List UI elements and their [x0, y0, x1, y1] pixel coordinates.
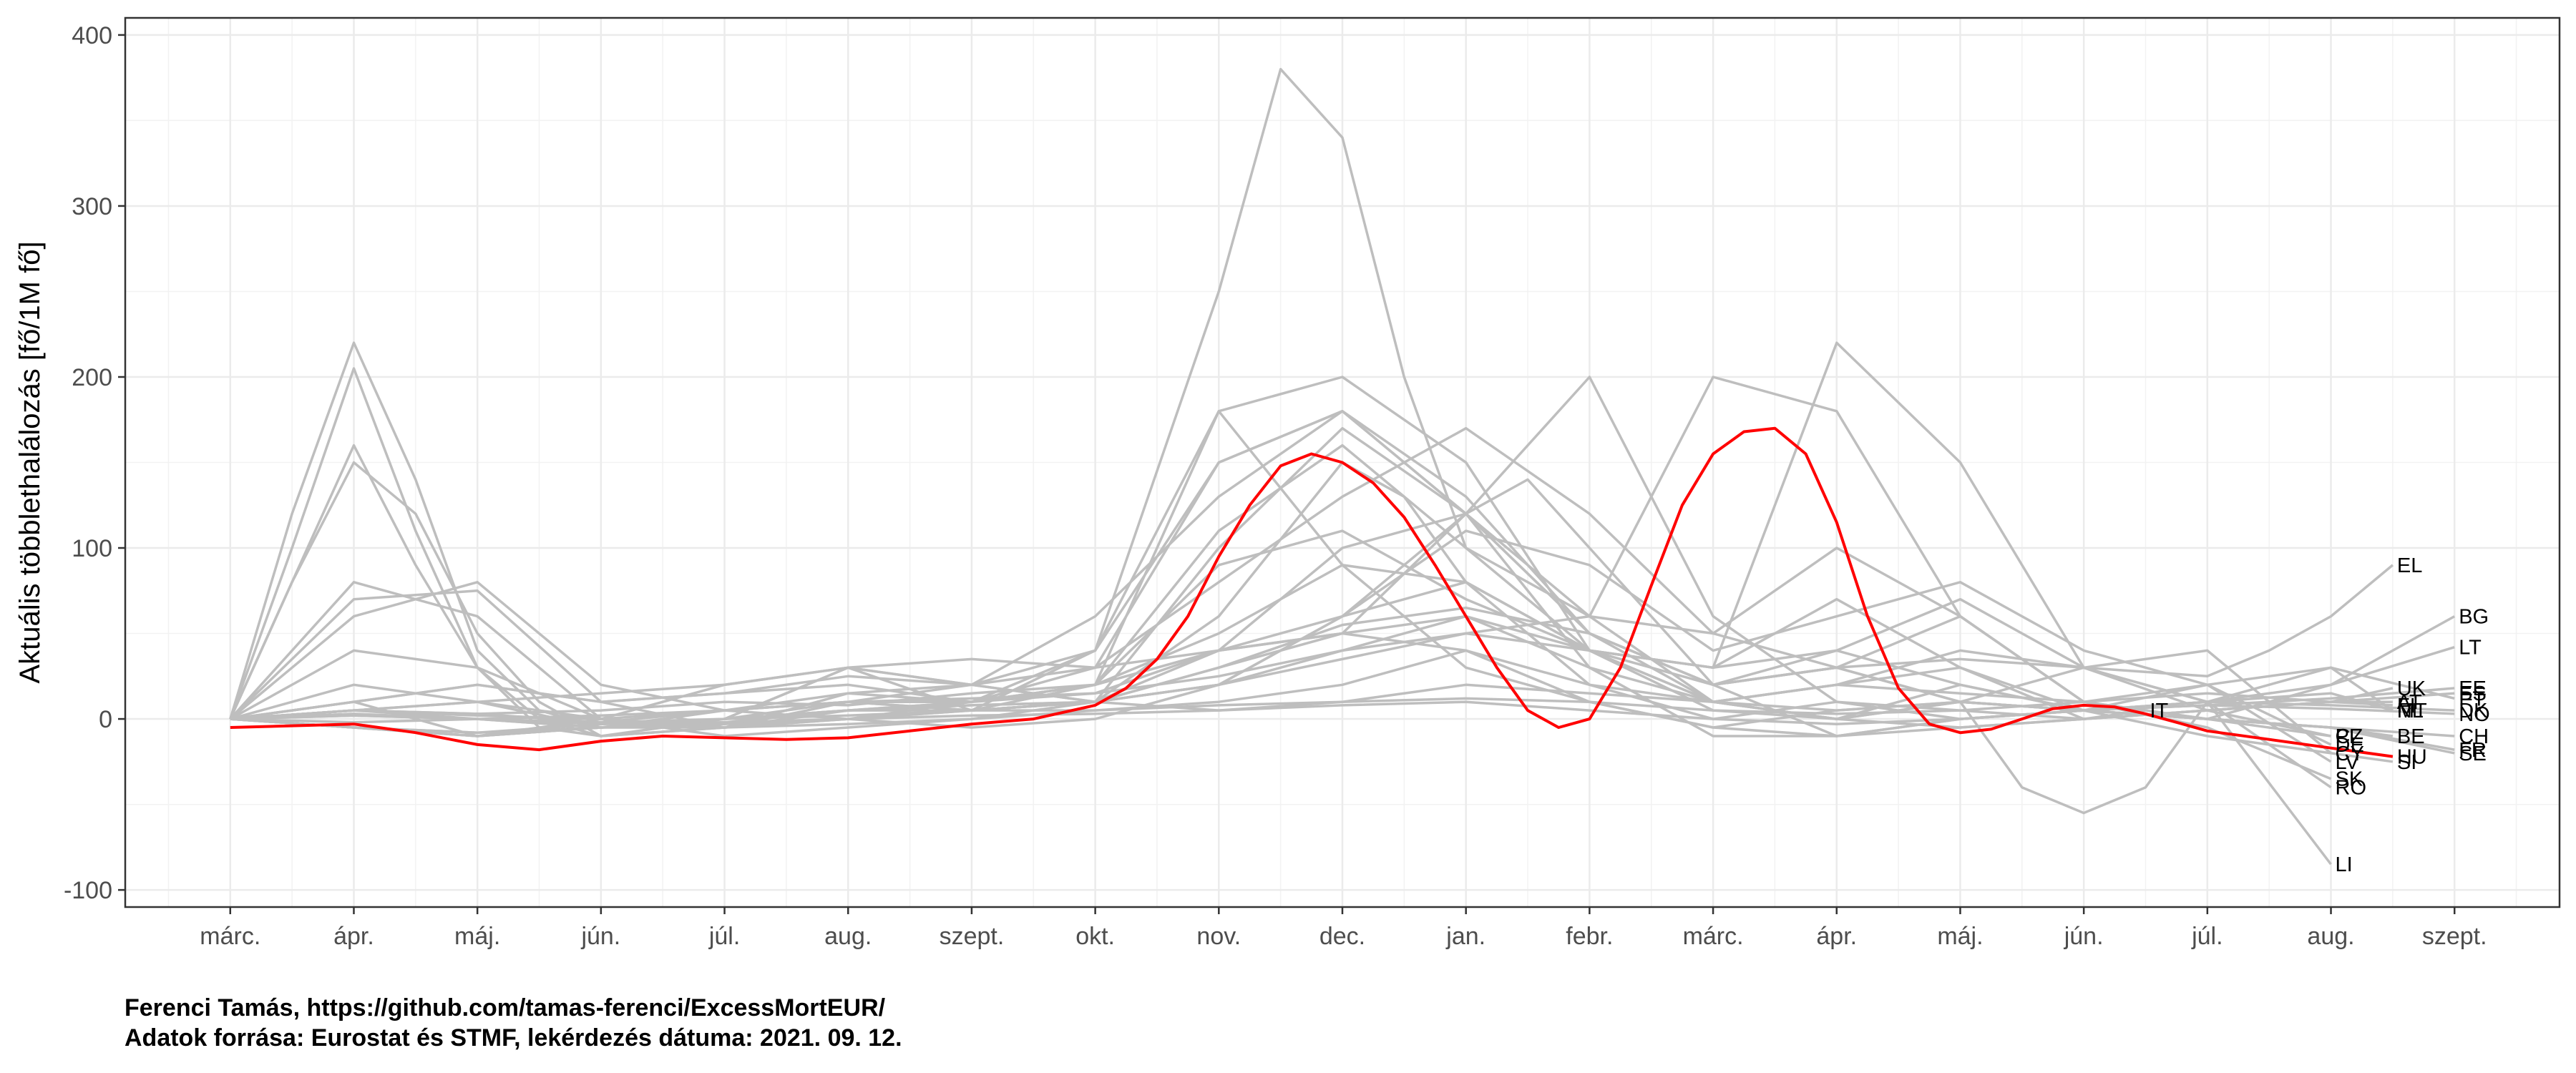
series-label-pt: PT — [2459, 687, 2485, 710]
x-tick-label: nov. — [1196, 923, 1241, 950]
series-line-pl — [230, 341, 2331, 738]
highlight-line — [230, 426, 2394, 758]
series-label-el: EL — [2397, 554, 2422, 577]
series-label-se: SE — [2459, 743, 2487, 765]
x-tick-label: márc. — [200, 923, 260, 950]
y-tick-label: -100 — [64, 877, 112, 904]
series-label-es: ES — [2459, 682, 2487, 705]
x-tick-label: okt. — [1075, 923, 1115, 950]
series-label-ee: EE — [2459, 677, 2487, 700]
x-tick-label: ápr. — [333, 923, 374, 950]
series-line-ro — [230, 410, 2332, 789]
series-line-lv — [230, 529, 2332, 763]
series-label-fi: FI — [2397, 695, 2416, 717]
x-tick-label: dec. — [1319, 923, 1365, 950]
series-label-no: NO — [2459, 703, 2490, 726]
x-tick-label: júl. — [708, 923, 740, 950]
x-tick-label: jún. — [2064, 923, 2104, 950]
x-tick-label: júl. — [2191, 923, 2223, 950]
series-line-hu-highlight — [230, 426, 2394, 758]
x-tick-label: ápr. — [1816, 923, 1857, 950]
y-tick-label: 0 — [99, 706, 112, 733]
y-tick-label: 200 — [72, 364, 112, 391]
x-tick-label: máj. — [454, 923, 500, 950]
x-tick-label: máj. — [1937, 923, 1983, 950]
axes: 400 300 200 100 0 -100 márc. ápr. máj. jún. júl. au… — [64, 22, 2487, 950]
x-tick-label: jún. — [580, 923, 620, 950]
caption-author: Ferenci Tamás, https://github.com/tamas-… — [125, 994, 886, 1021]
x-tick-label: jan. — [1445, 923, 1485, 950]
series-label-hu-highlight: HU — [2397, 746, 2427, 769]
series-label-si: SI — [2397, 751, 2416, 774]
series-label-it: IT — [2150, 700, 2168, 722]
series-label-lt: LT — [2459, 637, 2482, 660]
series-label-nl: NL — [2397, 700, 2424, 722]
series-line-de — [230, 512, 2332, 746]
series-line-li — [230, 410, 2332, 866]
y-tick-label: 400 — [72, 22, 112, 49]
x-tick-label: aug. — [824, 923, 872, 950]
y-tick-label: 100 — [72, 535, 112, 562]
grid-lines — [125, 18, 2560, 907]
x-tick-label: szept. — [940, 923, 1005, 950]
series-label-de: DE — [2336, 734, 2364, 757]
x-tick-label: aug. — [2307, 923, 2354, 950]
series-label-bg: BG — [2459, 606, 2489, 629]
series-label-ch: CH — [2459, 725, 2489, 748]
y-tick-label: 300 — [72, 193, 112, 220]
series-label-uk: UK — [2397, 677, 2426, 700]
y-axis-title: Aktuális többlethalálozás [fő/1M fő] — [14, 241, 46, 683]
caption-source: Adatok forrása: Eurostat és STMF, lekérd… — [125, 1024, 902, 1052]
series-label-at: AT — [2397, 691, 2422, 714]
x-tick-label: márc. — [1683, 923, 1744, 950]
x-tick-label: febr. — [1566, 923, 1613, 950]
series-label-pl: PL — [2336, 725, 2361, 748]
series-label-ro: RO — [2336, 777, 2367, 800]
series-label-lv: LV — [2336, 751, 2360, 774]
series-label-mt: MT — [2397, 700, 2427, 722]
series-label-be: BE — [2397, 725, 2425, 748]
series-label-dk: DK — [2459, 700, 2488, 722]
series-label-li: LI — [2336, 853, 2353, 876]
series-label-cy: CY — [2336, 743, 2364, 765]
series-line-cy — [230, 649, 2332, 755]
series-label-fr: FR — [2459, 739, 2487, 762]
x-tick-label: szept. — [2422, 923, 2487, 950]
series-lines — [229, 67, 2456, 866]
series-label-sk: SK — [2336, 768, 2363, 791]
series-label-cz: CZ — [2336, 725, 2363, 748]
